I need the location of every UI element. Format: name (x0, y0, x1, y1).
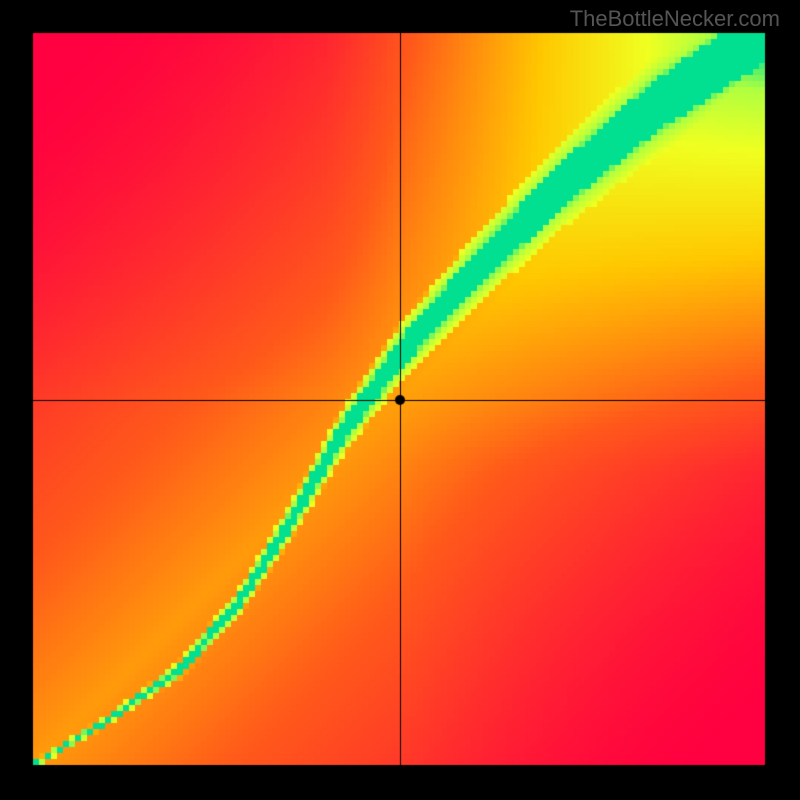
heatmap-canvas (0, 0, 800, 800)
watermark: TheBottleNecker.com (570, 6, 780, 32)
chart-container: TheBottleNecker.com (0, 0, 800, 800)
